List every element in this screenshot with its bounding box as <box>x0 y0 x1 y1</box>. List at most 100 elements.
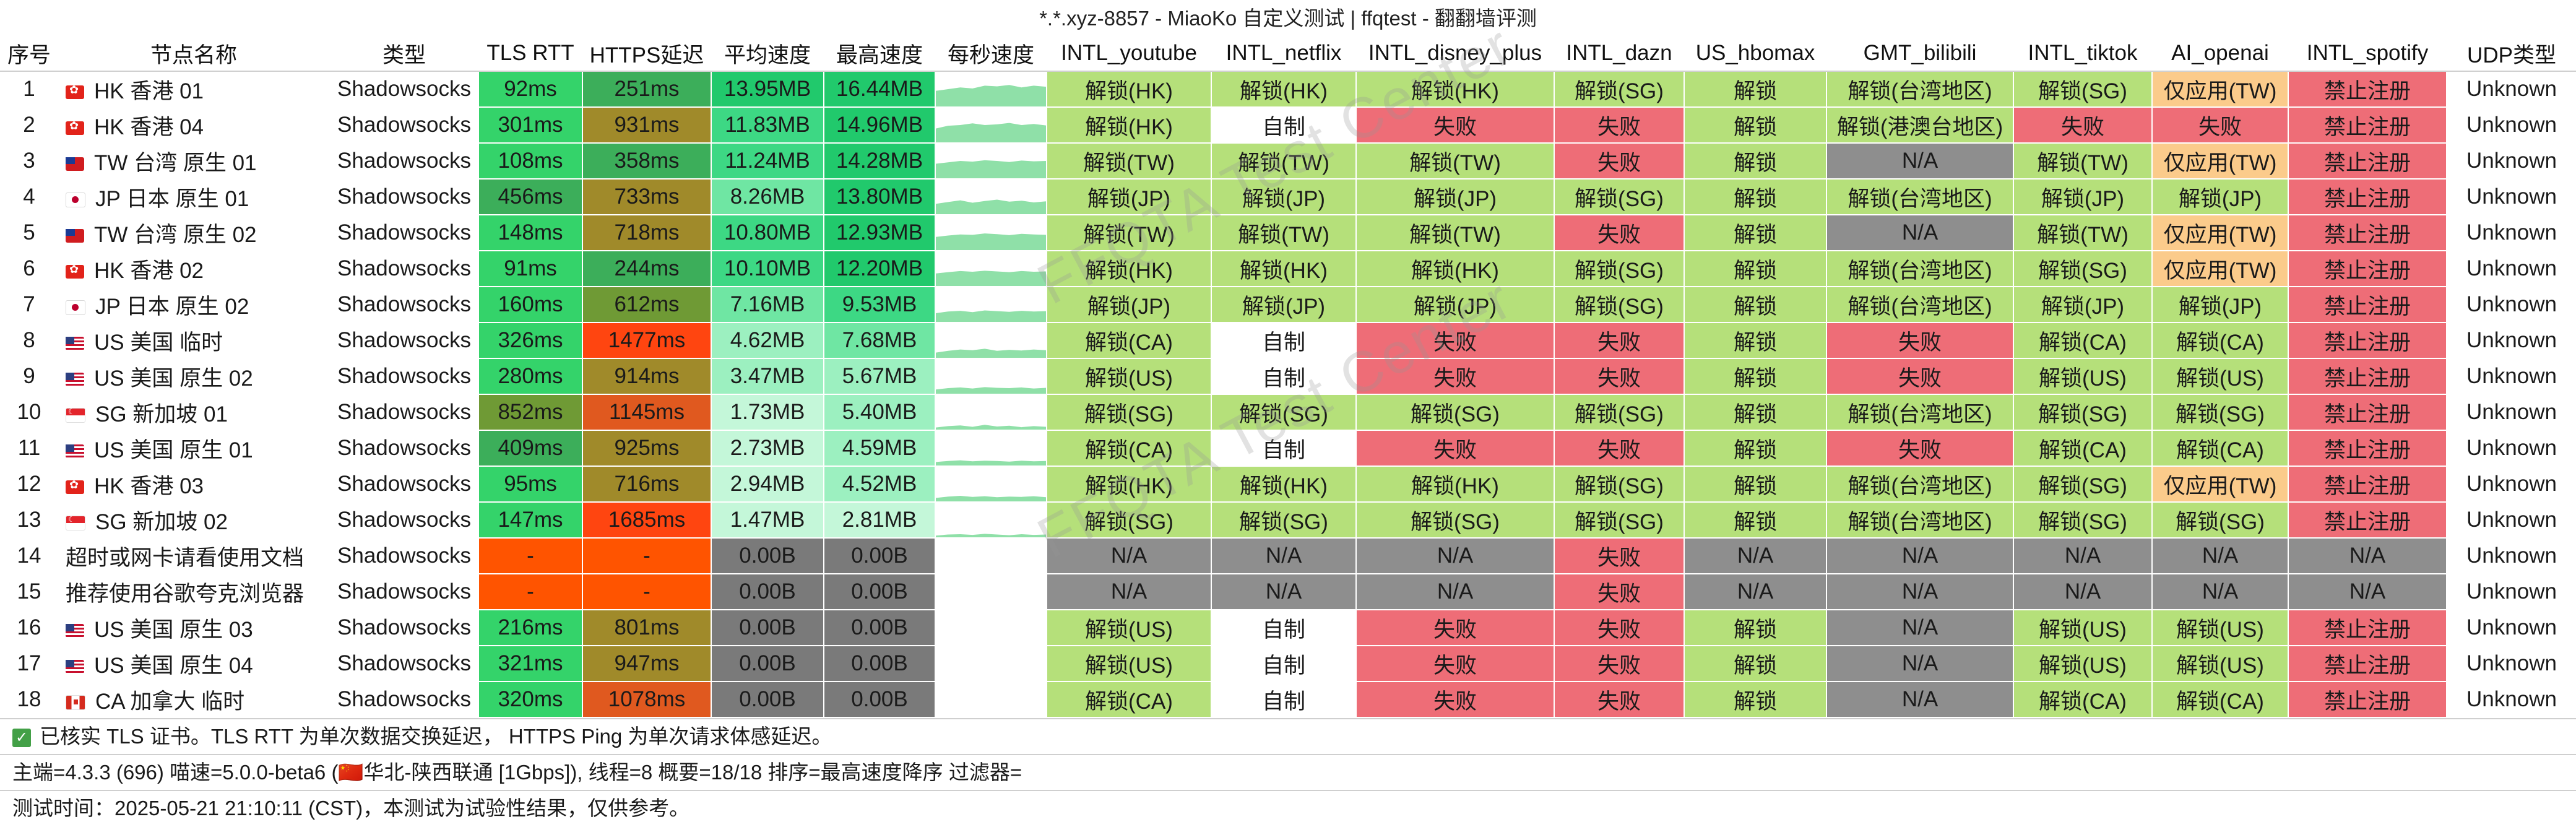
node-name[interactable]: 超时或网卡请看使用文档 <box>57 537 331 574</box>
column-header[interactable]: AI_openai <box>2151 35 2289 72</box>
node-name[interactable]: TW 台湾 原生 02 <box>57 214 331 251</box>
unlock-result: 解锁(SG) <box>2013 71 2153 108</box>
column-header[interactable]: GMT_bilibili <box>1826 35 2014 72</box>
unlock-result: 失败 <box>1554 609 1685 646</box>
avg-speed: 2.94MB <box>711 465 824 503</box>
https-latency: 612ms <box>582 286 712 323</box>
node-name-label: US 美国 原生 01 <box>94 438 253 462</box>
unlock-result: N/A <box>2013 537 2153 574</box>
unlock-result: 解锁(US) <box>1046 645 1212 682</box>
node-name[interactable]: HK 香港 01 <box>57 71 331 108</box>
table-row[interactable]: 2 HK 香港 04 Shadowsocks301ms931ms11.83MB14.… <box>0 106 2576 144</box>
table-row[interactable]: 16 US 美国 原生 03 Shadowsocks 216ms 801ms 0.00B 0… <box>0 609 2576 646</box>
column-header[interactable]: INTL_netflix <box>1211 35 1357 72</box>
table-row[interactable]: 17 US 美国 原生 04 Shadowsocks 321ms 947ms 0.00B 0… <box>0 645 2576 682</box>
node-name[interactable]: US 美国 原生 02 <box>57 358 331 395</box>
table-row[interactable]: 13 SG 新加坡 02 Shadowsocks147ms1685ms1.47MB2… <box>0 501 2576 539</box>
node-name[interactable]: 推荐使用谷歌夸克浏览器 <box>57 573 331 610</box>
unlock-result: 解锁(SG) <box>1554 394 1685 431</box>
udp-type: Unknown <box>2446 609 2576 646</box>
unlock-result: N/A <box>2013 573 2153 610</box>
unlock-result: 解锁(台湾地区) <box>1826 501 2014 539</box>
node-name[interactable]: CA 加拿大 临时 <box>57 681 331 718</box>
unlock-result: 解锁(TW) <box>1355 214 1555 251</box>
table-row[interactable]: 6 HK 香港 02 Shadowsocks91ms244ms10.10MB12.2… <box>0 250 2576 287</box>
node-name[interactable]: JP 日本 原生 01 <box>57 178 331 215</box>
unlock-result: 失败 <box>1554 430 1685 467</box>
column-header[interactable]: HTTPS延迟 <box>582 35 712 72</box>
column-header[interactable]: INTL_tiktok <box>2013 35 2153 72</box>
node-name[interactable]: SG 新加坡 02 <box>57 501 331 539</box>
node-name[interactable]: US 美国 原生 03 <box>57 609 331 646</box>
table-row[interactable]: 8 US 美国 临时 Shadowsocks 326ms 1477ms 4.62MB 7.6… <box>0 322 2576 359</box>
column-header[interactable]: TLS RTT <box>478 35 583 72</box>
speed-sparkline <box>935 681 1047 718</box>
table-row[interactable]: 15 推荐使用谷歌夸克浏览器 Shadowsocks - -0.00B 0.00B N/A N… <box>0 573 2576 610</box>
unlock-result: N/A <box>2151 573 2289 610</box>
column-header[interactable]: 每秒速度 <box>935 35 1047 72</box>
unlock-result: 失败 <box>1355 430 1555 467</box>
column-header[interactable]: INTL_spotify <box>2288 35 2447 72</box>
node-name-label: HK 香港 04 <box>94 115 204 139</box>
unlock-result: 解锁(CA) <box>2151 430 2289 467</box>
unlock-result: 解锁(JP) <box>2013 178 2153 215</box>
table-row[interactable]: 4 JP 日本 原生 01 Shadowsocks 456ms 733ms 8.26MB 1… <box>0 178 2576 215</box>
https-latency: 716ms <box>582 465 712 503</box>
unlock-result: 解锁(台湾地区) <box>1826 178 2014 215</box>
table-row[interactable]: 10 SG 新加坡 01 Shadowsocks852ms1145ms1.73MB5… <box>0 394 2576 431</box>
node-name[interactable]: US 美国 临时 <box>57 322 331 359</box>
column-header[interactable]: INTL_dazn <box>1554 35 1685 72</box>
table-row[interactable]: 18 CA 加拿大 临时 Shadowsocks 320ms 1078ms 0.00B 0.… <box>0 681 2576 718</box>
unlock-result: N/A <box>1211 537 1357 574</box>
column-header[interactable]: 类型 <box>329 35 479 72</box>
node-name[interactable]: HK 香港 04 <box>57 106 331 144</box>
column-header[interactable]: US_hbomax <box>1683 35 1827 72</box>
node-name[interactable]: US 美国 原生 01 <box>57 430 331 467</box>
unlock-result: 失败 <box>1554 322 1685 359</box>
avg-speed: 7.16MB <box>711 286 824 323</box>
unlock-result: 解锁(HK) <box>1211 71 1357 108</box>
column-header[interactable]: UDP类型 <box>2446 35 2576 72</box>
tls-rtt: 216ms <box>478 609 583 646</box>
node-name[interactable]: SG 新加坡 01 <box>57 394 331 431</box>
table-row[interactable]: 9 US 美国 原生 02 Shadowsocks 280ms 914ms 3.47MB 5… <box>0 358 2576 395</box>
tls-rtt: 320ms <box>478 681 583 718</box>
max-speed: 0.00B <box>823 537 936 574</box>
table-row[interactable]: 1 HK 香港 01 Shadowsocks92ms251ms13.95MB16.4… <box>0 71 2576 108</box>
node-name[interactable]: US 美国 原生 04 <box>57 645 331 682</box>
node-name[interactable]: HK 香港 03 <box>57 465 331 503</box>
max-speed: 0.00B <box>823 681 936 718</box>
table-row[interactable]: 3 TW 台湾 原生 01 Shadowsocks 108ms 358ms 11.24MB… <box>0 142 2576 180</box>
column-header[interactable]: 平均速度 <box>711 35 824 72</box>
table-row[interactable]: 7 JP 日本 原生 02 Shadowsocks 160ms 612ms 7.16MB 9… <box>0 286 2576 323</box>
speed-sparkline <box>935 286 1047 323</box>
unlock-result: 解锁 <box>1683 645 1827 682</box>
column-header[interactable]: INTL_disney_plus <box>1355 35 1555 72</box>
column-header[interactable]: INTL_youtube <box>1046 35 1212 72</box>
sparkline-chart <box>936 496 1045 501</box>
column-header[interactable]: 最高速度 <box>823 35 936 72</box>
unlock-result: 仅应用(TW) <box>2151 465 2289 503</box>
row-index: 14 <box>0 537 58 574</box>
test-time: 测试时间：2025-05-21 21:10:11 (CST)，本测试为试验性结果… <box>0 790 2576 825</box>
node-name[interactable]: JP 日本 原生 02 <box>57 286 331 323</box>
unlock-result: 解锁 <box>1683 142 1827 180</box>
table-row[interactable]: 5 TW 台湾 原生 02 Shadowsocks 148ms 718ms 10.80MB… <box>0 214 2576 251</box>
unlock-result: 禁止注册 <box>2288 178 2447 215</box>
table-row[interactable]: 12 HK 香港 03 Shadowsocks95ms716ms2.94MB4.52… <box>0 465 2576 503</box>
unlock-result: 解锁 <box>1683 465 1827 503</box>
unlock-result: 解锁(HK) <box>1355 465 1555 503</box>
column-header[interactable]: 序号 <box>0 35 58 72</box>
table-row[interactable]: 11 US 美国 原生 01 Shadowsocks 409ms 925ms 2.73MB… <box>0 430 2576 467</box>
udp-type: Unknown <box>2446 322 2576 359</box>
unlock-result: 解锁(US) <box>2013 358 2153 395</box>
unlock-result: 失败 <box>1355 645 1555 682</box>
node-name[interactable]: TW 台湾 原生 01 <box>57 142 331 180</box>
column-header[interactable]: 节点名称 <box>57 35 331 72</box>
node-name[interactable]: HK 香港 02 <box>57 250 331 287</box>
udp-type: Unknown <box>2446 178 2576 215</box>
tls-note-text: 已核实 TLS 证书。TLS RTT 为单次数据交换延迟， HTTPS Ping… <box>40 725 832 748</box>
table-row[interactable]: 14 超时或网卡请看使用文档 Shadowsocks - -0.00B 0.00B N/A N… <box>0 537 2576 574</box>
row-index: 11 <box>0 430 58 467</box>
speed-sparkline <box>935 394 1047 431</box>
